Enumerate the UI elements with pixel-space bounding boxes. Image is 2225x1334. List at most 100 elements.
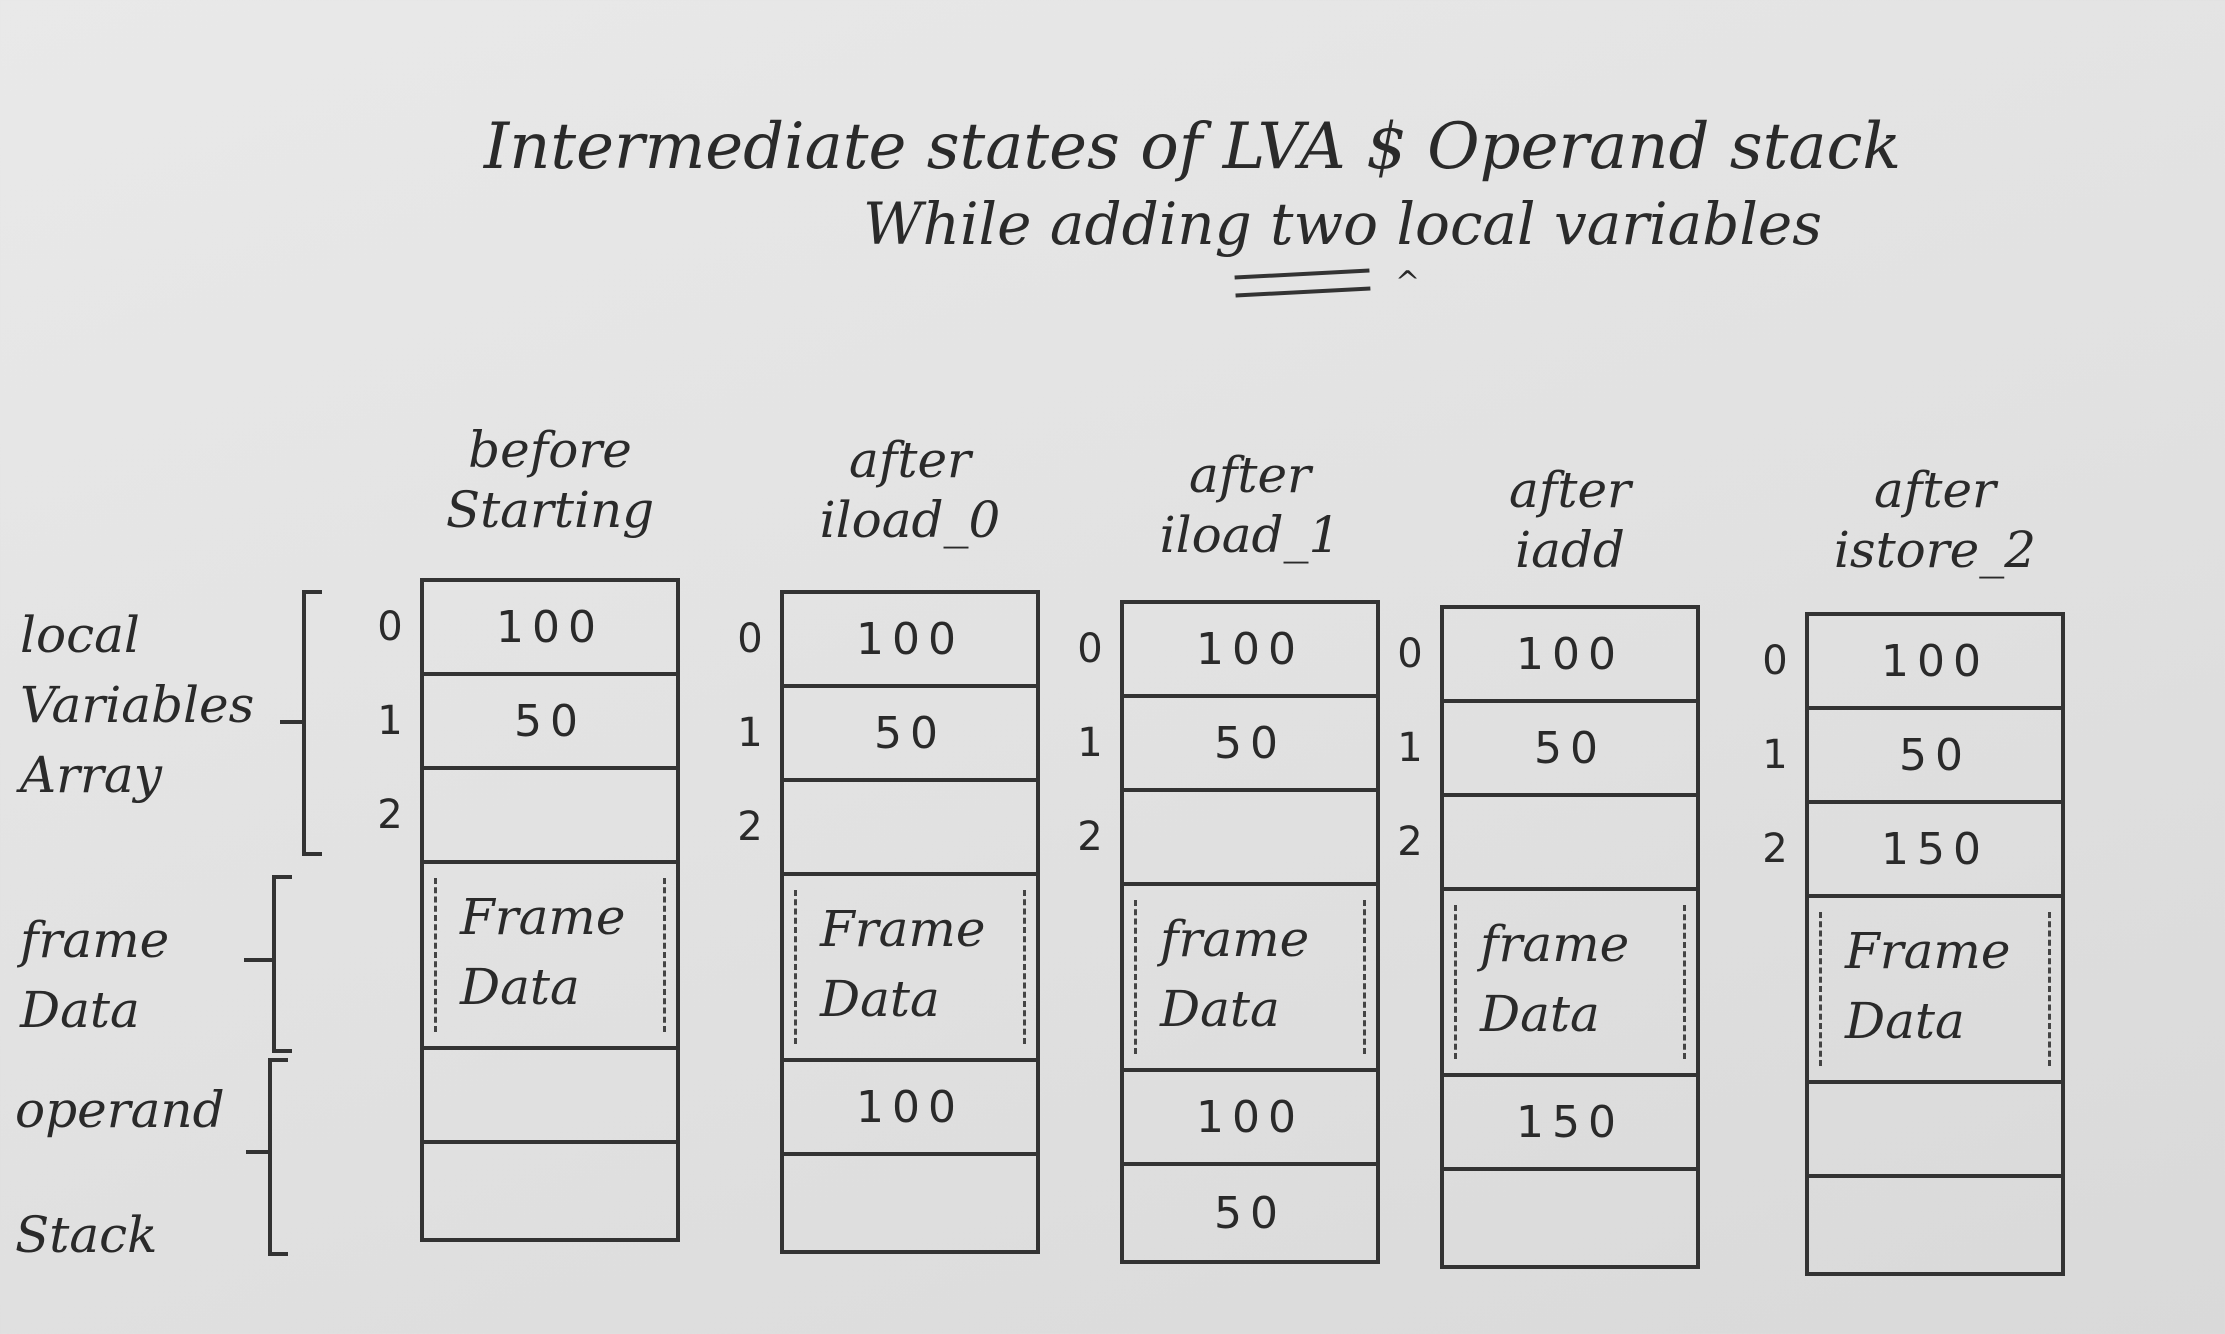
- brace-frame-data: [272, 875, 292, 1053]
- slot-index: 1: [737, 710, 771, 756]
- column-heading-line: after: [1874, 461, 1996, 519]
- slot-value: 100: [496, 601, 604, 653]
- frame-data-text: Frame: [820, 900, 986, 958]
- slot-index: 1: [1762, 732, 1796, 778]
- lva-slot: 1 50: [1762, 710, 2061, 804]
- label-line: frame: [20, 911, 170, 969]
- brace-operand-stack: [268, 1058, 288, 1256]
- operand-slot: [424, 1144, 676, 1238]
- lva-slot: 0 100: [1762, 616, 2061, 710]
- operand-slot: 150: [1444, 1077, 1696, 1171]
- label-line: Stack: [15, 1206, 158, 1264]
- slot-index: 1: [1077, 720, 1111, 766]
- stack-box: 0 100 1 50 2 150 Frame Data: [1762, 612, 2065, 1276]
- frame-data-block: Frame Data: [424, 864, 676, 1050]
- slot-index: 0: [377, 604, 411, 650]
- frame-data-text: Data: [820, 970, 940, 1028]
- column-heading-line: iload_1: [1159, 506, 1341, 564]
- label-line: Variables: [20, 676, 255, 734]
- column-heading-line: before: [468, 421, 632, 479]
- column-heading-line: iadd: [1515, 521, 1625, 579]
- slot-value: 100: [1196, 623, 1304, 675]
- column-heading: after iload_1: [1110, 445, 1390, 565]
- brace-tick: [280, 720, 304, 724]
- slot-index: 0: [1762, 638, 1796, 684]
- frame-data-text: Data: [1480, 985, 1600, 1043]
- lva-slot: 1 50: [377, 676, 676, 770]
- slot-value: 100: [1516, 628, 1624, 680]
- frame-data-text: Data: [1845, 992, 1965, 1050]
- operand-slot: [1444, 1171, 1696, 1265]
- lva-slot: 2: [1397, 797, 1696, 891]
- slot-index: 0: [1077, 626, 1111, 672]
- slot-value: 50: [1214, 717, 1286, 769]
- label-line: operand: [15, 1081, 225, 1139]
- operand-slot: 50: [1214, 1187, 1286, 1239]
- slot-value: 50: [514, 695, 586, 747]
- stack-box: 0 100 1 50 2 Frame Data 100: [737, 590, 1040, 1254]
- label-line: Data: [20, 981, 140, 1039]
- slot-index: 1: [1397, 725, 1431, 771]
- lva-slot: 2: [737, 782, 1036, 876]
- label-line: Array: [20, 746, 162, 804]
- column-heading-line: after: [849, 431, 971, 489]
- operand-slot: 100: [784, 1062, 1036, 1156]
- slot-index: 2: [1077, 814, 1111, 860]
- operand-slot: [784, 1156, 1036, 1250]
- frame-data-text: Data: [1160, 980, 1280, 1038]
- slot-value: 150: [1881, 823, 1989, 875]
- frame-data-block: frame Data: [1124, 886, 1376, 1072]
- frame-data-block: Frame Data: [784, 876, 1036, 1062]
- frame-data-text: Data: [460, 958, 580, 1016]
- slot-index: 2: [377, 792, 411, 838]
- frame-data-text: frame: [1480, 915, 1630, 973]
- brace-tick: [244, 958, 274, 962]
- slot-value: 50: [1899, 729, 1971, 781]
- slot-index: 2: [1762, 826, 1796, 872]
- slot-index: 1: [377, 698, 411, 744]
- slot-index: 0: [737, 616, 771, 662]
- column-heading: before Starting: [410, 420, 690, 540]
- brace-lva: [302, 590, 322, 856]
- lva-slot: 0 100: [377, 582, 676, 676]
- frame-data-text: frame: [1160, 910, 1310, 968]
- label-line: local: [20, 606, 140, 664]
- column-heading-line: after: [1509, 461, 1631, 519]
- slot-value: 50: [874, 707, 946, 759]
- lva-slot: 0 100: [1397, 609, 1696, 703]
- frame-data-text: Frame: [460, 888, 626, 946]
- slot-value: 100: [856, 613, 964, 665]
- caret-mark: ^: [1395, 265, 1421, 300]
- slot-value: 100: [1881, 635, 1989, 687]
- stack-box: 0 100 1 50 2 Frame Data: [377, 578, 680, 1242]
- lva-slot: 2: [377, 770, 676, 864]
- label-frame-data: frame Data: [20, 905, 169, 1045]
- lva-slot: 2 150: [1762, 804, 2061, 898]
- operand-slot: 100: [1124, 1072, 1376, 1166]
- lva-slot: 1 50: [1397, 703, 1696, 797]
- slot-value: 50: [1534, 722, 1606, 774]
- lva-slot: 2: [1077, 792, 1376, 886]
- operand-slot: [1809, 1178, 2061, 1272]
- frame-data-text: Frame: [1845, 922, 2011, 980]
- brace-tick: [246, 1150, 270, 1154]
- slot-index: 2: [737, 804, 771, 850]
- column-heading-line: after: [1189, 446, 1311, 504]
- frame-data-block: Frame Data: [1809, 898, 2061, 1084]
- column-heading: after iadd: [1430, 460, 1710, 580]
- operand-slot: [1809, 1084, 2061, 1178]
- label-operand-stack: operand Stack: [15, 1075, 225, 1270]
- column-heading: after iload_0: [770, 430, 1050, 550]
- double-underline: [1234, 268, 1371, 298]
- label-local-variables-array: local Variables Array: [20, 600, 254, 810]
- lva-slot: 0 100: [1077, 604, 1376, 698]
- diagram-title: Intermediate states of LVA $ Operand sta…: [483, 110, 1902, 184]
- lva-slot: 1 50: [1077, 698, 1376, 792]
- column-heading-line: istore_2: [1833, 521, 2037, 579]
- slot-index: 2: [1397, 819, 1431, 865]
- stack-box: 0 100 1 50 2 frame Data 100 50: [1077, 600, 1380, 1264]
- slot-index: 0: [1397, 631, 1431, 677]
- lva-slot: 0 100: [737, 594, 1036, 688]
- diagram-subtitle: While adding two local variables: [863, 190, 1822, 258]
- column-heading: after istore_2: [1795, 460, 2075, 580]
